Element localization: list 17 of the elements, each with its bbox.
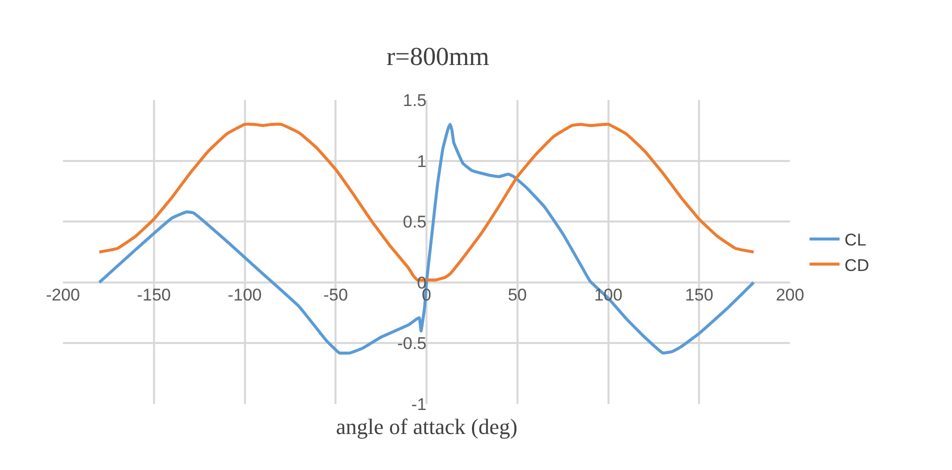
x-tick-label: 50 <box>508 285 527 304</box>
chart-title: r=800mm <box>386 42 490 72</box>
legend-label: CL <box>844 230 866 250</box>
x-tick-label: -150 <box>136 285 171 304</box>
y-tick-label: -0.5 <box>397 334 426 354</box>
y-tick-label: -1 <box>411 394 426 414</box>
x-tick-label: -200 <box>46 285 80 304</box>
line-series <box>98 122 756 355</box>
x-tick-label: -100 <box>228 285 262 304</box>
legend-label: CD <box>844 256 870 275</box>
y-tick-label: 0.5 <box>402 212 426 232</box>
y-tick-label: 1 <box>417 152 426 171</box>
x-tick-label: 200 <box>776 285 804 304</box>
y-tick-label: 1.5 <box>402 90 426 110</box>
x-axis-title: angle of attack (deg) <box>336 414 518 439</box>
x-tick-label: 150 <box>684 285 714 304</box>
x-tick-label: -50 <box>323 285 348 304</box>
